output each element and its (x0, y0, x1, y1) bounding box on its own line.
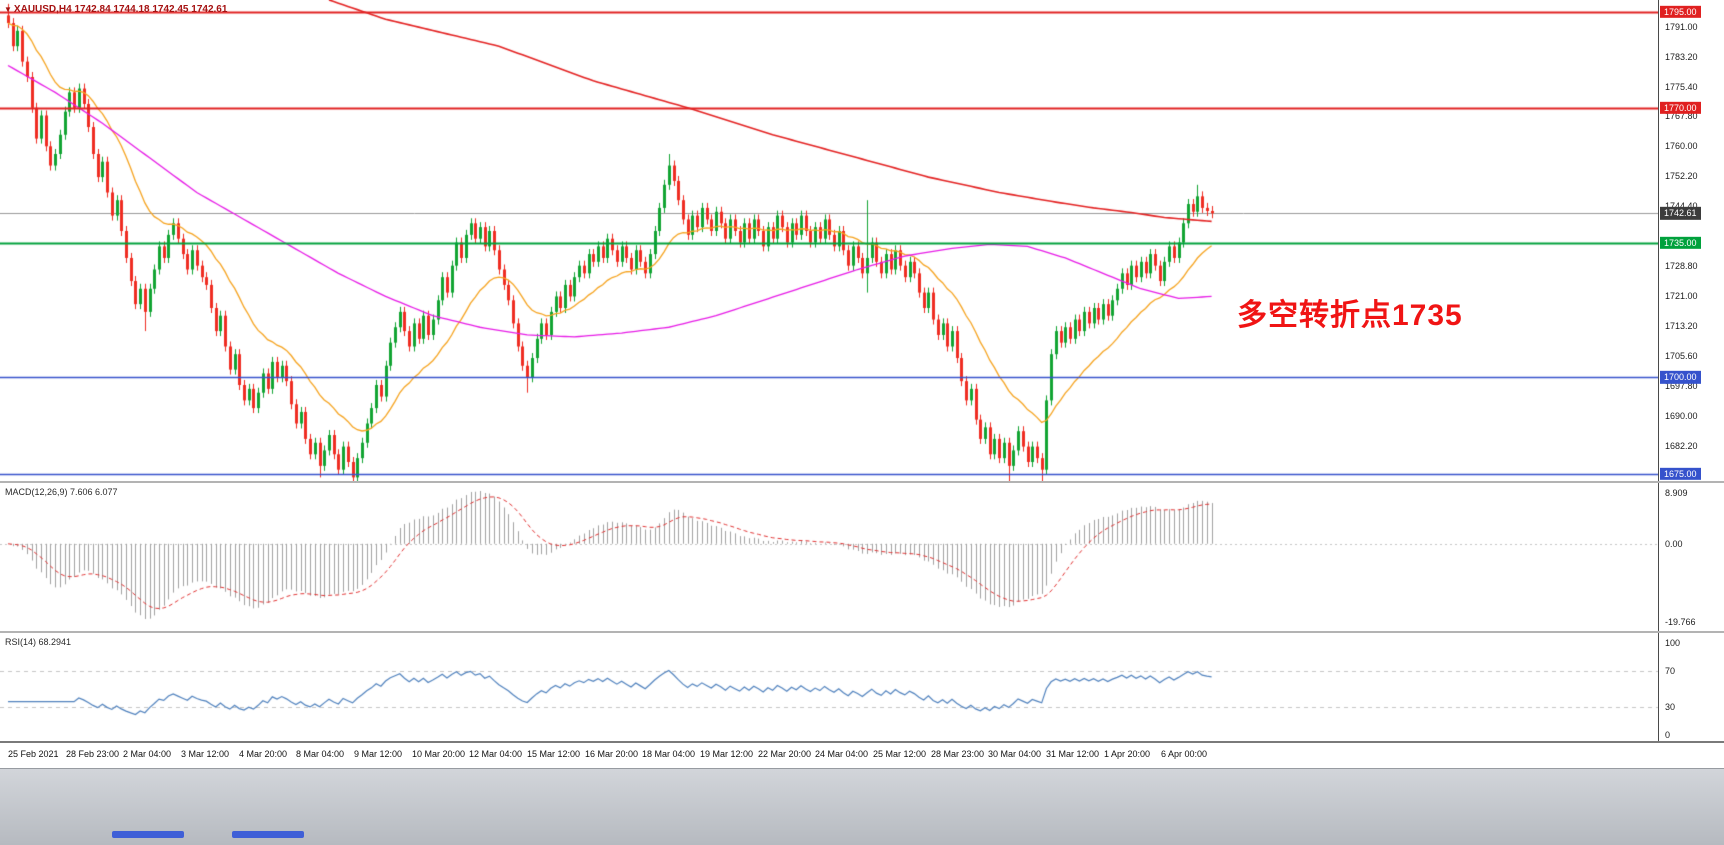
time-axis-label: 4 Mar 20:00 (239, 749, 288, 759)
time-axis-label: 25 Mar 12:00 (873, 749, 927, 759)
price-scale[interactable]: 1791.00 1783.20 1775.40 1767.80 1760.00 1752.… (1658, 0, 1724, 741)
rsi-pane[interactable]: RSI(14) 68.2941 (0, 633, 1658, 741)
macd-axis-max-label: 8.909 (1665, 488, 1688, 498)
rsi-axis-label: 30 (1665, 702, 1676, 713)
time-axis-label: 22 Mar 20:00 (758, 749, 812, 759)
hline-price-badge[interactable]: 1770.00 (1660, 101, 1701, 114)
taskbar-item-1[interactable] (112, 831, 184, 838)
rsi-canvas[interactable] (0, 633, 1658, 741)
current-price-badge: 1742.61 (1660, 207, 1701, 220)
time-axis-label: 19 Mar 12:00 (700, 749, 754, 759)
time-axis-label: 12 Mar 04:00 (469, 749, 523, 759)
pane-separator-1[interactable] (0, 481, 1724, 483)
time-axis-label: 8 Mar 04:00 (296, 749, 345, 759)
macd-canvas[interactable] (0, 483, 1658, 631)
hline-price-badge[interactable]: 1675.00 (1660, 467, 1701, 480)
rsi-axis-label: 0 (1665, 730, 1671, 740)
hline-price-badge[interactable]: 1795.00 (1660, 5, 1701, 18)
rsi-axis-label: 100 (1665, 638, 1681, 648)
price-scale-label: 1752.20 (1665, 171, 1698, 182)
rsi-axis-label: 70 (1665, 665, 1676, 676)
price-scale-label: 1728.80 (1665, 261, 1698, 272)
macd-axis-zero-label: 0.00 (1665, 538, 1683, 549)
time-axis-label: 1 Apr 20:00 (1104, 749, 1151, 759)
time-axis-label: 3 Mar 12:00 (181, 749, 230, 759)
time-axis-label: 16 Mar 20:00 (585, 749, 639, 759)
pane-separator-3 (0, 741, 1724, 742)
price-chart-canvas[interactable] (0, 0, 1658, 481)
symbol-ohlc-header: ▼ XAUUSD,H4 1742.84 1744.18 1742.45 1742.… (4, 4, 227, 15)
taskbar-item-2[interactable] (232, 831, 304, 838)
time-axis-label: 6 Apr 00:00 (1161, 749, 1208, 759)
macd-pane[interactable]: MACD(12,26,9) 7.606 6.077 (0, 483, 1658, 631)
time-axis-label: 2 Mar 04:00 (123, 749, 172, 759)
macd-label: MACD(12,26,9) 7.606 6.077 (5, 487, 118, 497)
time-axis-label: 28 Feb 23:00 (66, 749, 120, 759)
time-axis[interactable]: 25 Feb 2021 28 Feb 23:00 2 Mar 04:00 3 Mar … (0, 742, 1724, 768)
price-scale-label: 1791.00 (1665, 21, 1698, 32)
price-scale-label: 1767.80 (1665, 111, 1698, 122)
macd-axis-min-label: -19.766 (1665, 617, 1696, 627)
price-chart-pane[interactable]: ▼ XAUUSD,H4 1742.84 1744.18 1742.45 1742.… (0, 0, 1658, 481)
price-scale-label: 1713.20 (1665, 321, 1698, 332)
time-axis-label: 15 Mar 12:00 (527, 749, 581, 759)
time-axis-label: 30 Mar 04:00 (988, 749, 1042, 759)
rsi-label: RSI(14) 68.2941 (5, 637, 72, 647)
time-axis-label: 18 Mar 04:00 (642, 749, 696, 759)
price-scale-label: 1775.40 (1665, 82, 1698, 92)
symbol-ohlc-text: XAUUSD,H4 1742.84 1744.18 1742.45 1742.6… (13, 4, 228, 15)
price-scale-label: 1697.80 (1665, 380, 1698, 391)
price-scale-label: 1690.00 (1665, 410, 1698, 421)
price-scale-label: 1760.00 (1665, 141, 1698, 152)
chart-annotation-text[interactable]: 多空转折点1735 (1237, 299, 1463, 332)
price-scale-label: 1705.60 (1665, 350, 1698, 361)
symbol-triangle-icon: ▼ (4, 5, 12, 14)
time-axis-label: 28 Mar 23:00 (931, 749, 985, 759)
time-axis-label: 9 Mar 12:00 (354, 749, 403, 759)
price-scale-label: 1682.20 (1665, 440, 1698, 451)
price-scale-label: 1783.20 (1665, 51, 1698, 62)
time-axis-label: 25 Feb 2021 (8, 749, 59, 759)
status-strip (0, 768, 1724, 845)
time-axis-label: 24 Mar 04:00 (815, 749, 869, 759)
hline-price-badge[interactable]: 1735.00 (1660, 236, 1701, 249)
hline-price-badge[interactable]: 1700.00 (1660, 371, 1701, 384)
price-scale-label: 1721.00 (1665, 291, 1698, 302)
pane-separator-2[interactable] (0, 631, 1724, 633)
time-axis-label: 31 Mar 12:00 (1046, 749, 1100, 759)
price-scale-label: 1744.40 (1665, 201, 1698, 211)
time-axis-label: 10 Mar 20:00 (412, 749, 466, 759)
